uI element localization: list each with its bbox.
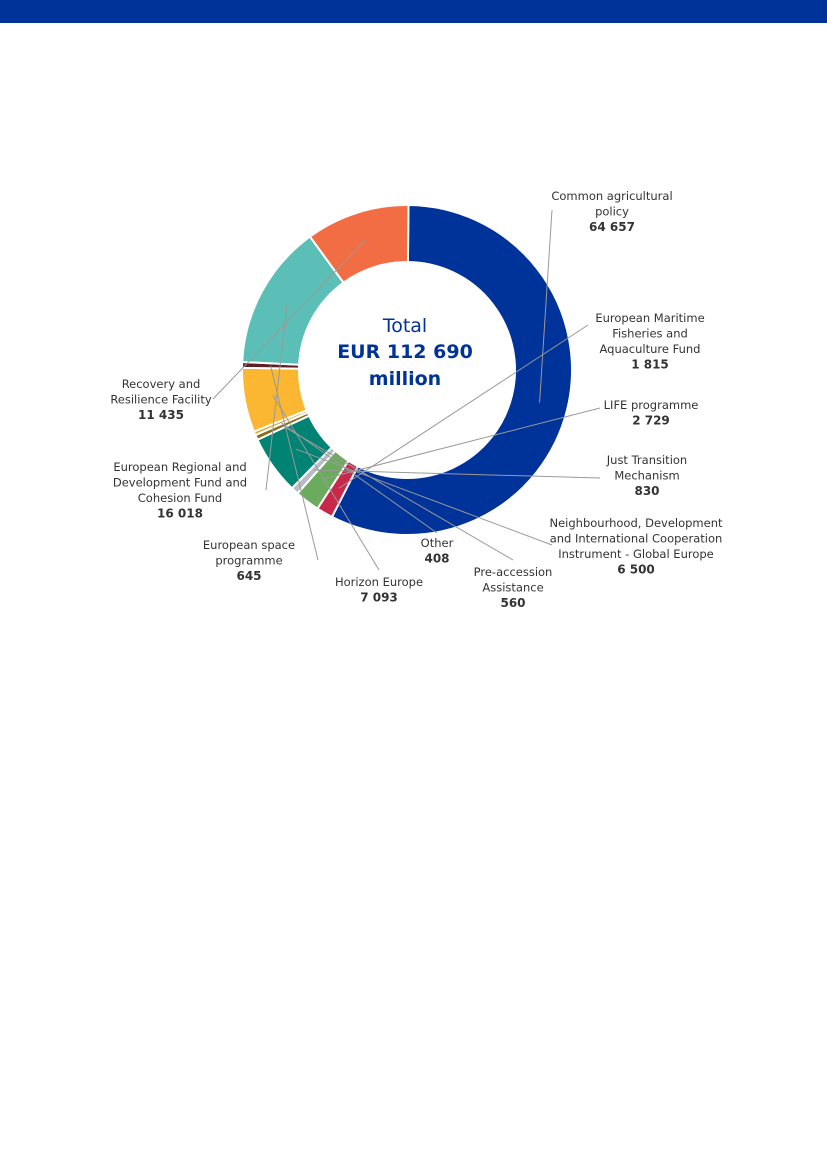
leader-line [280, 421, 438, 534]
slice-label: European Maritime Fisheries and Aquacultur… [595, 311, 704, 372]
slice-label-text: European Maritime [595, 311, 704, 325]
leader-line [324, 407, 601, 480]
slice-label-text: Fisheries and [612, 327, 688, 341]
top-banner [0, 0, 827, 23]
leader-line [282, 425, 514, 561]
slice-label-text: Development Fund and [113, 476, 247, 490]
slice-label-text: Horizon Europe [335, 575, 423, 589]
slice-value: 408 [424, 552, 449, 566]
slice-label: European Regional and Development Fund an… [113, 460, 247, 521]
slice-label: Pre-accession Assistance 560 [474, 565, 553, 610]
center-total-amount: EUR 112 690 [337, 341, 473, 363]
slice-value: 11 435 [138, 408, 184, 422]
slice-labels: Common agricultural policy 64 657 European … [110, 189, 723, 610]
leader-line [270, 365, 319, 561]
slice-value: 645 [236, 569, 261, 583]
slice-label-text: and International Cooperation [550, 532, 723, 546]
slice-label: Neighbourhood, Development and Internatio… [550, 516, 723, 577]
slice-label-text: Common agricultural [551, 189, 672, 203]
donut-slice [308, 204, 410, 285]
slice-label-text: European space [203, 538, 295, 552]
slice-label: LIFE programme 2 729 [604, 398, 699, 428]
slice-label-text: policy [595, 205, 629, 219]
slice-label: Horizon Europe 7 093 [335, 575, 423, 605]
slice-label-text: programme [215, 554, 282, 568]
leader-line [212, 239, 366, 400]
slice-label-text: Neighbourhood, Development [550, 516, 723, 530]
slice-label-text: Just Transition [606, 453, 687, 467]
slice-value: 560 [500, 596, 525, 610]
leader-line [272, 394, 380, 571]
leader-lines [212, 209, 601, 571]
slice-value: 7 093 [360, 591, 398, 605]
slice-value: 16 018 [157, 507, 203, 521]
slice-label-text: Mechanism [614, 469, 679, 483]
leader-line [265, 305, 288, 491]
donut-slice [330, 203, 573, 536]
slice-label: Common agricultural policy 64 657 [551, 189, 672, 234]
leader-line [314, 469, 601, 479]
slice-label-text: Instrument - Global Europe [558, 547, 714, 561]
slice-label-text: Aquaculture Fund [600, 342, 701, 356]
center-label: Total EUR 112 690 million [337, 315, 473, 390]
center-total-label: Total [382, 315, 427, 337]
slice-value: 2 729 [632, 414, 670, 428]
center-total-unit: million [369, 368, 441, 390]
slice-label: Other 408 [421, 536, 454, 566]
slice-value: 1 815 [631, 358, 669, 372]
leader-line [338, 324, 589, 489]
slice-label-text: Recovery and [122, 377, 201, 391]
slice-label-text: Resilience Facility [110, 393, 212, 407]
slice-label-text: Assistance [482, 581, 543, 595]
slice-label-text: Other [421, 536, 454, 550]
leader-line [539, 209, 553, 403]
slice-label-text: Pre-accession [474, 565, 553, 579]
slice-label-text: European Regional and [113, 460, 246, 474]
slice-label: Just Transition Mechanism 830 [606, 453, 687, 498]
slice-value: 6 500 [617, 563, 655, 577]
leader-line [295, 448, 553, 546]
slice-label: European space programme 645 [203, 538, 295, 583]
slice-label: Recovery and Resilience Facility 11 435 [110, 377, 212, 422]
slice-label-text: LIFE programme [604, 398, 699, 412]
slice-value: 830 [634, 484, 659, 498]
slice-value: 64 657 [589, 220, 635, 234]
slice-label-text: Cohesion Fund [138, 491, 222, 505]
